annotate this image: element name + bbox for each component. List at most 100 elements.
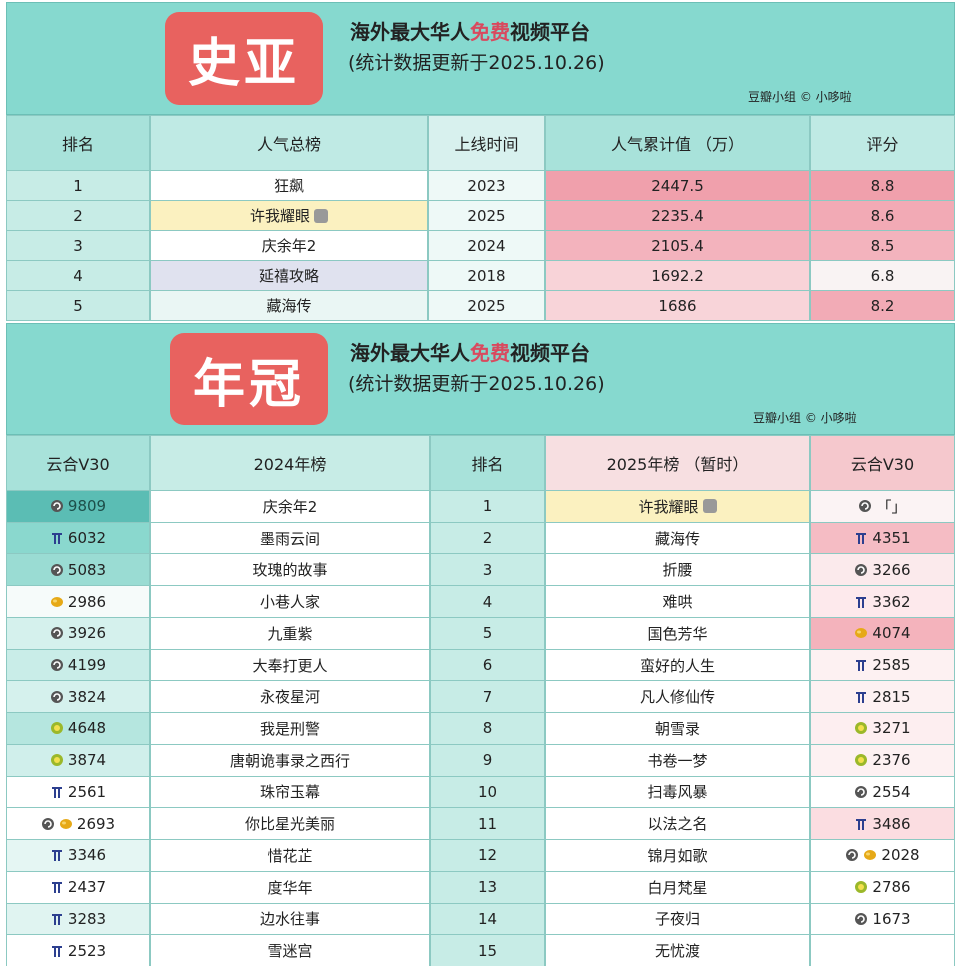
cell-text: 6 <box>482 656 493 675</box>
table-cell: 蛮好的人生 <box>545 648 810 682</box>
cell-text: 以法之名 <box>647 815 708 834</box>
table-cell: 凡人修仙传 <box>545 680 810 714</box>
cell-text: 2023 <box>467 176 506 195</box>
cell-text: 子夜归 <box>654 910 700 929</box>
table-cell: 雪迷宫 <box>150 934 430 966</box>
table-cell: 2585 <box>810 648 955 682</box>
table-cell: 2024 <box>428 230 545 261</box>
table-cell: 延禧攻略 <box>150 260 428 291</box>
table-cell: 4351 <box>810 521 955 555</box>
table-cell: 以法之名 <box>545 807 810 841</box>
cell-text: 2025 <box>467 206 506 225</box>
cell-text: 藏海传 <box>266 297 312 315</box>
cell-text: 10 <box>477 782 498 801</box>
cell-text: 许我耀眼 <box>249 207 310 225</box>
cell-text: 5 <box>73 296 83 315</box>
table-cell: 2025 <box>428 200 545 231</box>
header-cell: 人气累计值 （万） <box>545 115 810 171</box>
cell-text: 2523 <box>67 941 107 960</box>
cell-text: 2786 <box>872 878 911 897</box>
cell-text: 5 <box>482 624 493 643</box>
table-cell: 藏海传 <box>150 290 428 321</box>
title-part: 视频平台 <box>510 341 590 365</box>
cell-text: 2028 <box>881 846 920 865</box>
cell-text: 8 <box>482 719 493 738</box>
table-cell: 书卷一梦 <box>545 743 810 777</box>
platform-icon <box>51 882 62 894</box>
cell-text: 3926 <box>67 624 107 643</box>
cell-text: 2437 <box>67 878 107 897</box>
table-cell: 你比星光美丽 <box>150 807 430 841</box>
table-cell: 2986 <box>6 585 150 618</box>
header-cell: 排名 <box>430 435 545 491</box>
cell-text: 2693 <box>76 814 116 833</box>
cell-text: 边水往事 <box>259 910 320 929</box>
cell-text: 墨雨云间 <box>259 529 320 548</box>
platform-icon <box>864 850 877 861</box>
cell-text: 1686 <box>658 296 697 315</box>
cell-text: 3486 <box>872 814 911 833</box>
table-cell: 3 <box>6 230 150 261</box>
table-cell: 玫瑰的故事 <box>150 553 430 587</box>
cell-text: 3 <box>482 560 493 579</box>
cell-text: 珠帘玉幕 <box>259 783 320 802</box>
platform-icon <box>856 596 867 608</box>
table-cell: 1686 <box>545 290 810 321</box>
cell-text: 2815 <box>872 687 911 706</box>
platform-icon <box>51 533 62 545</box>
platform-icon <box>859 500 872 513</box>
platform-icon <box>856 533 867 545</box>
title: 海外最大华人免费视频平台 <box>350 337 590 366</box>
table-cell: 狂飙 <box>150 170 428 201</box>
table-cell: 4074 <box>810 616 955 650</box>
cell-text: 8.2 <box>870 296 895 315</box>
table-cell: 8 <box>430 712 545 745</box>
cell-text: 惜花芷 <box>267 846 313 865</box>
cell-text: 1 <box>482 497 493 516</box>
cell-text: 2018 <box>467 266 506 285</box>
cell-text: 你比星光美丽 <box>244 815 335 834</box>
cell-text: 白月梵星 <box>647 878 708 897</box>
header-cell: 2025年榜 （暂时） <box>545 435 810 491</box>
table-cell: 15 <box>430 934 545 966</box>
table-cell: 2437 <box>6 870 150 904</box>
cell-text: 4199 <box>67 656 107 675</box>
cell-text: 无忧渡 <box>654 942 700 961</box>
cell-text: 小巷人家 <box>259 593 320 612</box>
cell-text: 1 <box>73 176 83 195</box>
cell-text: 2024 <box>467 236 506 255</box>
table-cell: 4 <box>6 260 150 291</box>
table-cell: 8.6 <box>810 200 955 231</box>
cell-text: 9 <box>482 751 493 770</box>
badge: 年冠 <box>170 333 328 425</box>
cell-text: 4 <box>73 266 83 285</box>
table-cell: 2786 <box>810 870 955 904</box>
platform-icon <box>855 722 868 735</box>
cell-text: 藏海传 <box>654 529 700 548</box>
cell-text: 2235.4 <box>651 206 704 225</box>
cell-text: 庆余年2 <box>261 237 317 255</box>
table-cell: 2025 <box>428 290 545 321</box>
platform-icon <box>50 563 63 576</box>
table-cell: 难哄 <box>545 585 810 618</box>
table-cell: 2018 <box>428 260 545 291</box>
cell-text: 2 <box>482 529 493 548</box>
platform-icon <box>50 690 63 703</box>
header-cell: 云合V30 <box>6 435 150 491</box>
table-cell: 墨雨云间 <box>150 521 430 555</box>
header-panel <box>6 323 955 435</box>
table-cell: 扫毒风暴 <box>545 775 810 809</box>
table-cell: 2523 <box>6 934 150 966</box>
cell-text: 难哄 <box>662 593 693 612</box>
cell-text: 3874 <box>67 751 107 770</box>
table-cell: 3486 <box>810 807 955 841</box>
table-cell: 5083 <box>6 553 150 587</box>
table-cell: 藏海传 <box>545 521 810 555</box>
table-cell: 2815 <box>810 680 955 714</box>
subtitle: (统计数据更新于2025.10.26) <box>348 373 605 395</box>
cell-text: 3283 <box>67 909 107 928</box>
cell-text: 我是刑警 <box>259 719 320 738</box>
cell-text: 唐朝诡事录之西行 <box>229 751 350 770</box>
cell-text: 3 <box>73 236 83 255</box>
cell-text: 2585 <box>872 656 911 675</box>
